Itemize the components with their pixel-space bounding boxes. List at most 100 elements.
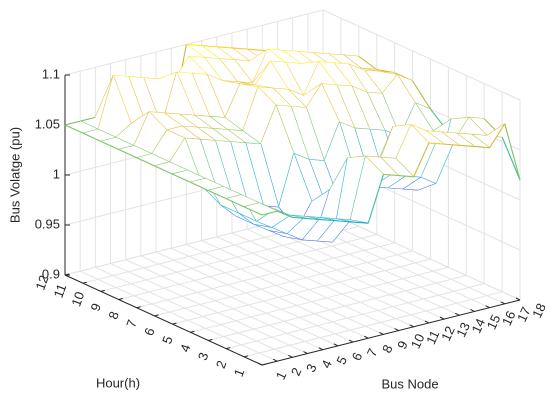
mesh-face <box>270 61 304 96</box>
mesh-edge <box>64 120 81 126</box>
mesh-face <box>244 202 278 215</box>
mesh-edge <box>249 48 269 62</box>
mesh-face <box>201 45 235 60</box>
mesh-face <box>288 83 322 108</box>
mesh-edge <box>190 181 209 191</box>
mesh-face <box>118 145 152 158</box>
mesh-edge <box>82 132 102 142</box>
y-tick <box>154 314 159 317</box>
mesh-face <box>204 57 238 82</box>
mesh-face <box>258 87 292 107</box>
floor-grid-line <box>216 236 414 328</box>
mesh-edge <box>216 46 232 49</box>
mesh-face <box>230 141 264 207</box>
mesh-face <box>271 215 305 234</box>
mesh-edge <box>241 194 260 204</box>
mesh-face <box>219 58 253 84</box>
mesh-edge <box>243 206 263 216</box>
mesh-face <box>200 139 234 199</box>
mesh-face <box>133 111 167 154</box>
x-tick-label: 7 <box>364 346 381 359</box>
mesh-face <box>154 162 188 175</box>
mesh-edge <box>379 71 398 76</box>
mesh-face <box>172 170 206 183</box>
x-tick <box>288 354 293 358</box>
x-tick <box>439 316 445 320</box>
x-tick <box>455 312 460 316</box>
floor-grid-line <box>231 232 430 324</box>
mesh-face <box>197 127 231 142</box>
mesh-face <box>286 216 320 240</box>
mesh-face <box>321 83 355 129</box>
mesh-face <box>209 116 243 131</box>
floor-grid-line <box>186 243 384 335</box>
x-tick <box>318 347 323 351</box>
mesh-face <box>486 123 520 180</box>
y-tick-label: 1 <box>231 367 248 379</box>
mesh-edge <box>367 174 384 224</box>
mesh-face <box>275 105 310 160</box>
z-tick-label: 1.1 <box>42 66 60 81</box>
mesh-face <box>151 130 185 163</box>
y-tick <box>64 273 70 276</box>
mesh-edge <box>428 142 445 145</box>
y-tick-label: 8 <box>105 309 122 321</box>
mesh-face <box>293 153 327 208</box>
y-tick <box>243 355 249 358</box>
mesh-face <box>176 72 210 117</box>
mesh-face <box>143 72 177 127</box>
floor-grid-line <box>246 228 445 320</box>
mesh-face <box>441 132 475 147</box>
floor-grid-line <box>262 224 460 316</box>
mesh-face <box>179 114 213 129</box>
mesh-face <box>65 121 99 134</box>
x-tick-label: 1 <box>273 369 290 382</box>
mesh-edge <box>307 217 323 221</box>
y-tick-label: 5 <box>159 334 176 346</box>
mesh-face <box>256 209 290 228</box>
y-tick-label: 9 <box>87 301 104 313</box>
y-tick <box>118 298 123 301</box>
mesh-face <box>252 49 286 84</box>
x-tick <box>500 301 506 305</box>
y-axis-label: Hour(h) <box>96 375 140 390</box>
x-tick-label: 17 <box>514 305 534 324</box>
mesh-face <box>113 75 147 125</box>
y-tick-label: 12 <box>32 273 51 292</box>
y-tick <box>82 281 88 284</box>
mesh-face <box>306 83 340 161</box>
y-tick <box>261 363 267 366</box>
mesh-edge <box>186 43 202 47</box>
mesh-edge <box>459 144 475 148</box>
y-tick-label: 11 <box>51 282 70 300</box>
mesh-edge <box>247 48 263 51</box>
mesh-face <box>242 87 276 145</box>
mesh-edge <box>201 45 217 48</box>
y-tick <box>136 306 141 309</box>
mesh-face <box>208 186 242 199</box>
mesh-face <box>328 54 362 69</box>
mesh-face <box>234 49 268 84</box>
mesh-face <box>82 129 116 142</box>
mesh-face <box>149 111 183 131</box>
z-axis-label: Bus Volatge (pu) <box>7 127 22 223</box>
x-tick <box>272 358 278 362</box>
mesh-edge <box>292 216 308 220</box>
mesh-edge <box>219 58 238 83</box>
x-tick <box>424 320 430 324</box>
mesh-face <box>166 126 201 140</box>
x-tick-label: 15 <box>484 312 504 331</box>
mesh-edge <box>383 173 399 177</box>
y-tick <box>226 347 231 350</box>
mesh-face <box>351 86 385 131</box>
y-tick-label: 6 <box>141 326 158 338</box>
x-tick-label: 8 <box>379 342 396 355</box>
mesh-edge <box>276 210 293 218</box>
mesh-face <box>115 111 150 146</box>
y-tick-label: 3 <box>195 350 212 362</box>
x-tick <box>348 339 354 343</box>
y-axis-line <box>64 274 263 366</box>
mesh-edge <box>231 47 248 50</box>
mesh-edge <box>261 210 278 216</box>
floor-grid-line <box>125 259 323 351</box>
